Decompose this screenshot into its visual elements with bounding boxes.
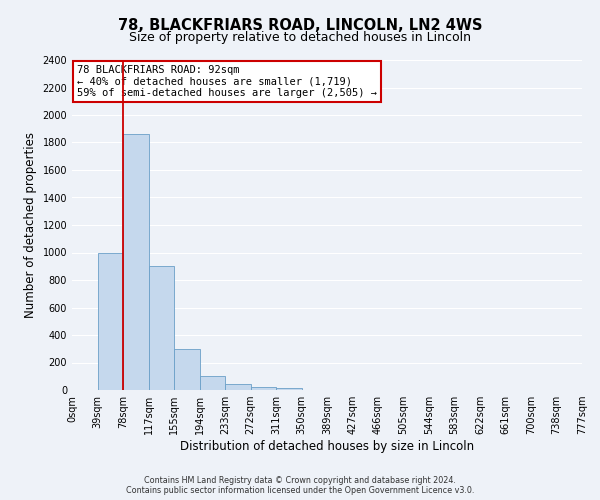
Bar: [149, 266, 174, 390]
Text: Size of property relative to detached houses in Lincoln: Size of property relative to detached ho…: [129, 31, 471, 44]
Text: Contains HM Land Registry data © Crown copyright and database right 2024.
Contai: Contains HM Land Registry data © Crown c…: [126, 476, 474, 495]
Bar: [251, 387, 276, 390]
Text: 78, BLACKFRIARS ROAD, LINCOLN, LN2 4WS: 78, BLACKFRIARS ROAD, LINCOLN, LN2 4WS: [118, 18, 482, 32]
Bar: [97, 252, 123, 390]
Bar: [199, 376, 225, 390]
Bar: [123, 134, 149, 390]
Bar: [276, 388, 302, 390]
Y-axis label: Number of detached properties: Number of detached properties: [24, 132, 37, 318]
Bar: [225, 384, 251, 390]
X-axis label: Distribution of detached houses by size in Lincoln: Distribution of detached houses by size …: [180, 440, 474, 453]
Text: 78 BLACKFRIARS ROAD: 92sqm
← 40% of detached houses are smaller (1,719)
59% of s: 78 BLACKFRIARS ROAD: 92sqm ← 40% of deta…: [77, 65, 377, 98]
Bar: [174, 349, 199, 390]
